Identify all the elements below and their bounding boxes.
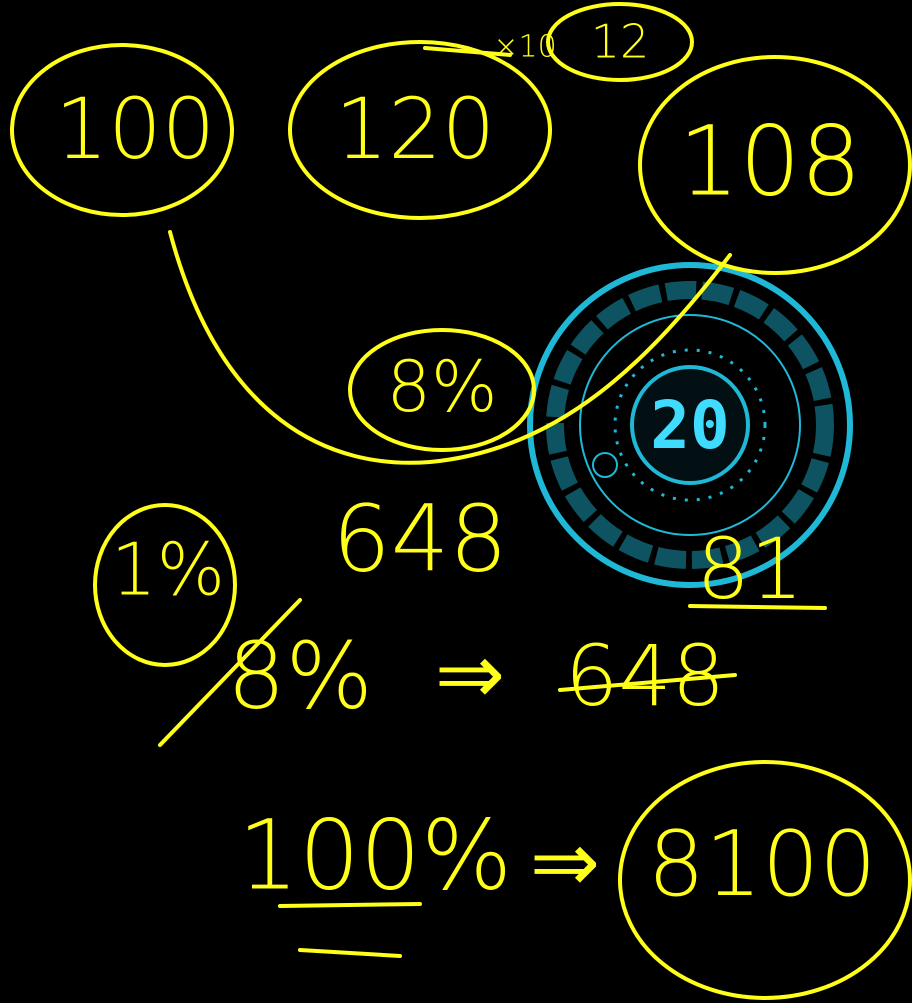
timer-value: 20 bbox=[650, 387, 729, 464]
number: 108 bbox=[678, 105, 861, 217]
row-right: 81 bbox=[697, 520, 804, 618]
whiteboard: 20 100 120 108 ×10 12 8% 1% 648 81 8% ⇒ … bbox=[0, 0, 912, 1003]
number: 120 bbox=[335, 80, 495, 178]
underline bbox=[690, 606, 825, 608]
page: 20 100 120 108 ×10 12 8% 1% 648 81 8% ⇒ … bbox=[0, 0, 912, 1003]
row-percent: 1% bbox=[111, 528, 225, 612]
note-result: 12 bbox=[591, 15, 650, 69]
middle-percent: 8% bbox=[386, 346, 497, 428]
eq2-left: 100% bbox=[238, 799, 512, 911]
row-left: 648 bbox=[332, 486, 508, 593]
number: 100 bbox=[55, 80, 215, 178]
underline bbox=[280, 904, 420, 906]
eq1-arrow: ⇒ bbox=[435, 625, 505, 723]
eq1-left: 8% bbox=[227, 623, 373, 730]
eq2-arrow: ⇒ bbox=[530, 813, 600, 911]
eq2-right: 8100 bbox=[647, 812, 876, 917]
